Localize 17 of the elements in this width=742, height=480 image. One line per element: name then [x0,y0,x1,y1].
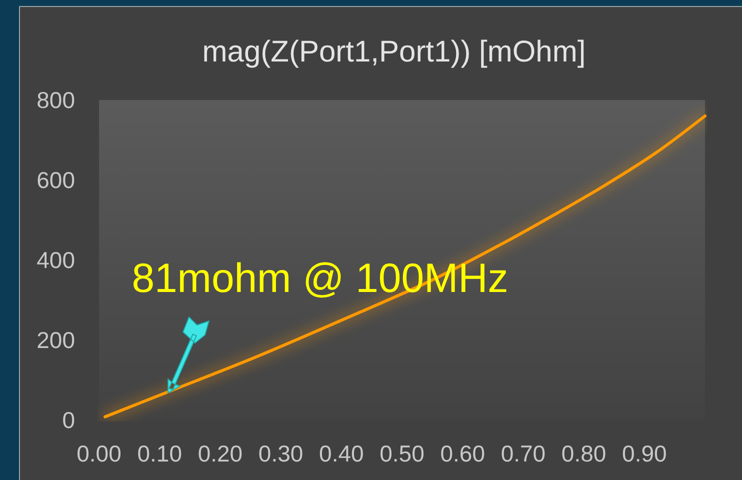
x-tick-label: 0.30 [258,440,304,466]
x-tick-label: 0.60 [440,440,485,466]
line-series [104,114,706,418]
x-tick-label: 0.80 [561,440,606,466]
x-tick-label: 0.10 [137,440,182,466]
y-tick-label: 600 [36,167,75,193]
x-tick-label: 0.70 [500,440,546,466]
y-tick-label: 800 [36,87,75,113]
y-tick-label: 400 [36,247,75,273]
x-tick-label: 0.20 [198,440,243,466]
x-tick-label: 0.90 [622,440,667,466]
chart-title: mag(Z(Port1,Port1)) [mOhm] [202,36,586,68]
x-tick-label: 0.00 [76,440,122,466]
y-tick-label: 0 [62,407,75,433]
y-tick-label: 200 [36,327,75,353]
x-tick-label: 0.40 [319,440,364,466]
x-tick-label: 0.50 [380,440,424,466]
